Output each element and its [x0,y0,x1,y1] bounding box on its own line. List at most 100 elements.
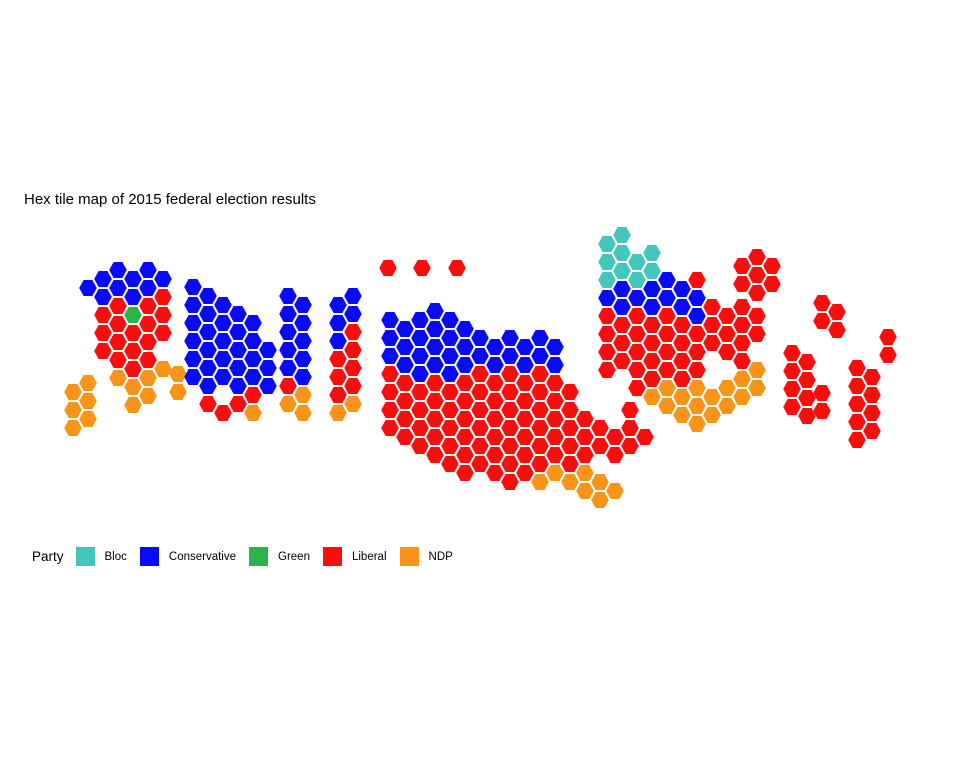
hex-tile-british-columbia [94,307,112,323]
hex-tile-quebec [613,281,631,297]
hex-tile-alberta [244,369,262,385]
hex-tile-ontario [546,447,564,463]
hex-tile-ontario [501,402,519,418]
hex-tile-ontario [471,402,489,418]
hex-tile-territories [448,260,466,276]
hex-tile-ontario [441,402,459,418]
hex-tile-ontario [471,456,489,472]
hex-tile-quebec [748,326,766,342]
hex-tile-ontario [516,429,534,445]
hex-tile-ontario [531,456,549,472]
hex-tile-alberta [244,405,262,421]
hex-tile-quebec [688,308,706,324]
hex-tile-ontario [576,429,594,445]
hex-tile-british-columbia [64,384,82,400]
hex-tile-ontario [576,465,594,481]
hex-tile-quebec [733,353,751,369]
hex-tile-british-columbia [139,262,157,278]
hex-tile-ontario [381,312,399,328]
hex-tile-quebec [703,407,721,423]
hex-tile-saskatchewan [294,369,312,385]
hex-tile-ontario [561,456,579,472]
hex-tile-quebec [643,263,661,279]
hex-tile-quebec [688,290,706,306]
hex-tile-alberta [244,351,262,367]
hex-tile-quebec [703,317,721,333]
hex-tile-alberta [199,396,217,412]
legend-item-green: Green [249,547,310,566]
hex-tile-nova-scotia [863,387,881,403]
hex-tile-british-columbia [109,262,127,278]
hex-tile-british-columbia [124,397,142,413]
legend-item-bloc: Bloc [75,547,127,566]
hex-tile-ontario [501,456,519,472]
hex-tile-territories [413,260,431,276]
hex-tile-british-columbia [64,402,82,418]
hex-tile-ontario [606,483,624,499]
hex-tile-quebec [688,362,706,378]
hex-tile-quebec [613,353,631,369]
hex-tile-ontario [561,474,579,490]
hex-tile-british-columbia [94,325,112,341]
hex-tile-british-columbia [109,316,127,332]
hex-tile-ontario [516,465,534,481]
hex-tile-saskatchewan [294,297,312,313]
hex-tile-ontario [486,393,504,409]
hex-tile-quebec [628,308,646,324]
hex-tile-new-brunswick [783,345,801,361]
hex-tile-ontario [426,447,444,463]
hex-tile-new-brunswick [813,385,831,401]
hex-tile-ontario [426,411,444,427]
hex-tile-nova-scotia [848,414,866,430]
hex-tile-british-columbia [154,325,172,341]
hex-tile-ontario [411,366,429,382]
hex-tile-ontario [621,402,639,418]
hex-tile-ontario [426,321,444,337]
hex-tile-ontario [561,384,579,400]
hex-tile-quebec [643,281,661,297]
hex-tile-british-columbia [124,361,142,377]
hex-tile-nova-scotia [848,360,866,376]
hex-tile-ontario [546,357,564,373]
hex-tile-nova-scotia [848,432,866,448]
hex-tile-quebec [718,326,736,342]
hex-tile-ontario [621,438,639,454]
hex-tile-quebec [598,236,616,252]
hex-tile-quebec [658,344,676,360]
hex-tile-saskatchewan [279,324,297,340]
hex-tile-british-columbia [169,366,187,382]
legend-label-bloc: Bloc [104,550,127,563]
hex-tile-saskatchewan [294,333,312,349]
hex-tile-british-columbia [109,280,127,296]
hex-tile-alberta [184,333,202,349]
hex-tile-quebec [748,308,766,324]
hex-tile-alberta [184,369,202,385]
hex-tile-quebec [703,299,721,315]
hex-tile-alberta [199,342,217,358]
hex-tile-ontario [426,429,444,445]
hex-tile-ontario [531,402,549,418]
hex-tile-ontario [561,420,579,436]
hex-tile-manitoba [344,396,362,412]
hex-tile-british-columbia [94,343,112,359]
hex-tile-ontario [456,447,474,463]
hex-tile-ontario [471,438,489,454]
legend-swatch-ndp [399,547,419,566]
hex-tile-alberta [199,378,217,394]
hex-tile-quebec [628,272,646,288]
hex-tile-ontario [501,330,519,346]
hex-tile-quebec [598,326,616,342]
hex-tile-saskatchewan [294,405,312,421]
hex-tile-ontario [441,456,459,472]
hex-tile-ontario [426,339,444,355]
hex-tile-ontario [591,420,609,436]
hex-tile-saskatchewan [294,351,312,367]
hex-tile-quebec [613,263,631,279]
hex-tile-ontario [441,384,459,400]
hex-tile-british-columbia [154,361,172,377]
hex-tile-quebec [658,380,676,396]
hex-tile-quebec [613,317,631,333]
hex-tile-manitoba [344,342,362,358]
hex-tile-alberta [244,333,262,349]
hex-tile-quebec [673,353,691,369]
